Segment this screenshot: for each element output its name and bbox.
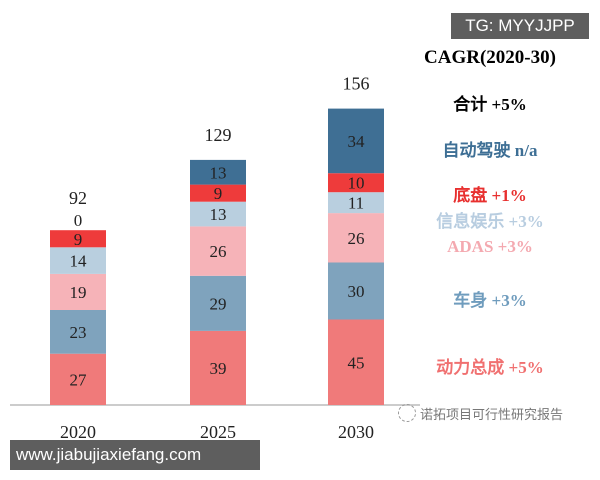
data-label: 45 xyxy=(348,353,365,372)
x-tick-label: 2025 xyxy=(200,422,236,442)
data-label: 19 xyxy=(70,283,87,302)
data-label: 30 xyxy=(348,282,365,301)
bar-segment xyxy=(50,353,106,405)
data-label: 29 xyxy=(210,294,227,313)
legend-item-powertrain: 动力总成 +5% xyxy=(436,358,544,377)
bar-segment xyxy=(190,275,246,331)
bar-segment xyxy=(190,226,246,276)
legend-item-infotainment: 信息娱乐 +3% xyxy=(436,212,544,231)
data-label: 9 xyxy=(214,184,223,203)
bar-segment xyxy=(50,230,106,248)
watermark-bottom-right: 诺拓项目可行性研究报告 xyxy=(420,408,564,423)
bar-segment xyxy=(328,319,384,405)
data-label: 9 xyxy=(74,230,83,249)
data-label: 0 xyxy=(74,211,83,230)
x-tick-label: 2020 xyxy=(60,422,96,442)
watermark-bottom-left: www.jiabujiaxiefang.com xyxy=(10,440,260,470)
legend-item-total: 合计 +5% xyxy=(453,95,527,114)
bar-segment xyxy=(190,159,246,185)
bar-segment xyxy=(50,247,106,274)
bar-segment xyxy=(190,330,246,405)
legend-item-chassis: 底盘 +1% xyxy=(453,186,527,205)
bar-segment xyxy=(328,173,384,193)
legend-item-body: 车身 +3% xyxy=(453,291,527,310)
watermark-top: TG: MYYJJPP xyxy=(451,13,589,39)
data-label: 27 xyxy=(70,370,88,389)
bar-segment xyxy=(190,184,246,202)
data-label: 39 xyxy=(210,359,227,378)
x-tick-label: 2030 xyxy=(338,422,374,442)
total-label: 92 xyxy=(69,188,87,208)
bar-segment xyxy=(50,310,106,354)
total-label: 129 xyxy=(205,125,232,145)
data-label: 11 xyxy=(348,194,364,213)
data-label: 23 xyxy=(70,323,87,342)
data-label: 13 xyxy=(210,163,227,182)
data-label: 14 xyxy=(70,252,88,271)
bar-segment xyxy=(190,201,246,227)
data-label: 10 xyxy=(348,174,365,193)
total-label: 156 xyxy=(343,74,370,94)
data-label: 26 xyxy=(348,229,365,248)
data-label: 13 xyxy=(210,205,227,224)
bar-segment xyxy=(328,262,384,320)
legend-item-autonomous: 自动驾驶 n/a xyxy=(442,141,538,160)
bar-segment xyxy=(328,192,384,214)
data-label: 34 xyxy=(348,132,366,151)
wechat-icon xyxy=(398,404,416,422)
bar-segment xyxy=(328,213,384,263)
legend-item-adas: ADAS +3% xyxy=(447,237,533,256)
data-label: 26 xyxy=(210,242,227,261)
bar-segment xyxy=(50,273,106,310)
legend-title: CAGR(2020-30) xyxy=(424,47,556,68)
bar-segment xyxy=(328,108,384,174)
